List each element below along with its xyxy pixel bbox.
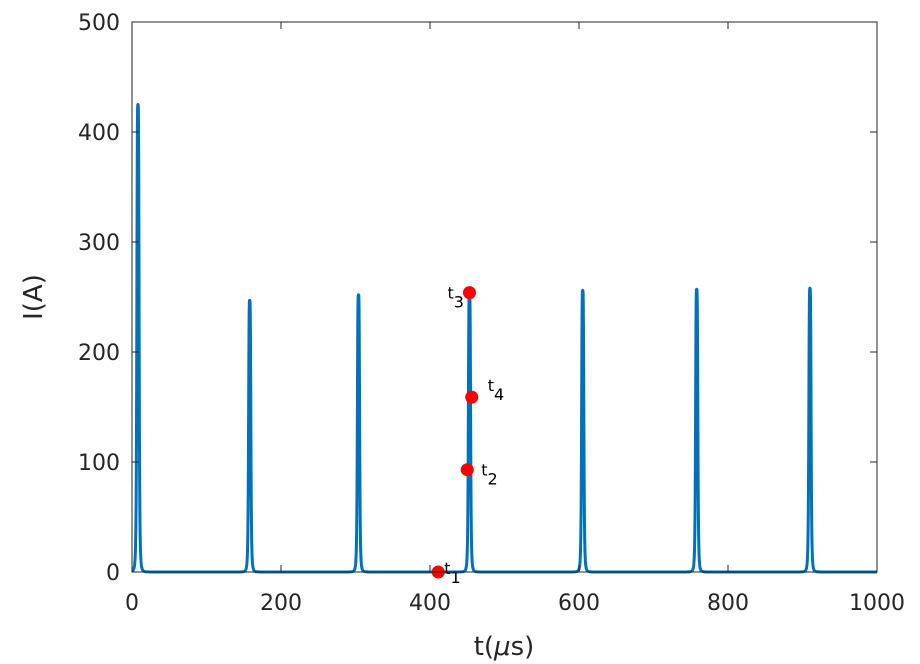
x-tick-label: 1000 xyxy=(849,591,905,616)
x-tick-label: 600 xyxy=(558,591,600,616)
axes-box xyxy=(131,21,878,573)
y-axis-label: I(A) xyxy=(19,274,49,320)
marker-label-t1: t1 xyxy=(444,559,460,587)
x-tick-label: 400 xyxy=(409,591,451,616)
y-tick-label: 400 xyxy=(78,121,120,146)
y-tick-label: 300 xyxy=(78,231,120,256)
marker-t2 xyxy=(460,463,474,477)
x-tick-label: 800 xyxy=(707,591,749,616)
marker-label-t4: t4 xyxy=(488,376,504,404)
y-tick-label: 100 xyxy=(78,451,120,476)
marker-label-t3: t3 xyxy=(447,284,463,312)
x-tick-label: 200 xyxy=(260,591,302,616)
plot-area xyxy=(132,22,877,572)
marker-layer: t1 t2 t3 t4 xyxy=(431,284,504,587)
x-axis-label: t(μs) xyxy=(474,632,535,662)
y-tick-label: 500 xyxy=(78,11,120,36)
y-tick-label: 0 xyxy=(106,561,120,586)
marker-t3 xyxy=(462,286,476,300)
tick-layer: 0 200 400 600 800 1000 0 100 200 300 400 500 xyxy=(78,11,905,616)
marker-label-t2: t2 xyxy=(481,461,497,489)
marker-t4 xyxy=(465,390,479,404)
x-tick-label: 0 xyxy=(125,591,139,616)
y-tick-label: 200 xyxy=(78,341,120,366)
